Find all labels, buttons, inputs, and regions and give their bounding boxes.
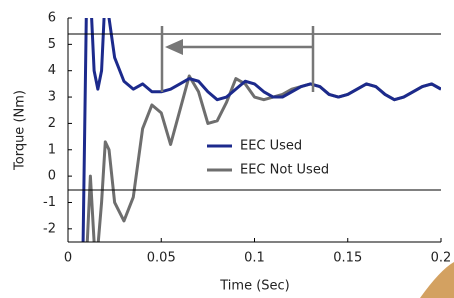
legend-label: EEC Used [240, 139, 302, 154]
y-tick-label: 0 [48, 169, 56, 184]
y-tick-label: 2 [48, 116, 56, 131]
y-tick-label: 4 [48, 63, 56, 78]
x-tick-label: 0.1 [244, 251, 265, 266]
x-tick-label: 0.15 [333, 251, 362, 266]
chart: Time (Sec) Torque (Nm) -2 -1 0 1 2 3 4 5 6 0 0.05 0… [0, 0, 454, 298]
y-tick-label: 1 [48, 142, 56, 157]
y-tick-label: 3 [48, 90, 56, 105]
x-tick-label: 0.05 [147, 251, 176, 266]
y-tick-label: -2 [43, 221, 56, 236]
page: {"chart_data": {"type": "line", "x_label… [0, 0, 454, 298]
y-tick-label: 5 [48, 37, 56, 52]
x-tick-label: 0.2 [431, 251, 452, 266]
legend-label: EEC Not Used [240, 163, 329, 178]
corner-decoration [420, 262, 454, 298]
y-tick-label: -1 [43, 195, 56, 210]
y-tick-label: 6 [48, 11, 56, 26]
x-tick-label: 0 [64, 251, 72, 266]
y-axis-label: Torque (Nm) [13, 90, 28, 171]
x-axis-label: Time (Sec) [219, 279, 290, 294]
plot-area [68, 0, 441, 255]
